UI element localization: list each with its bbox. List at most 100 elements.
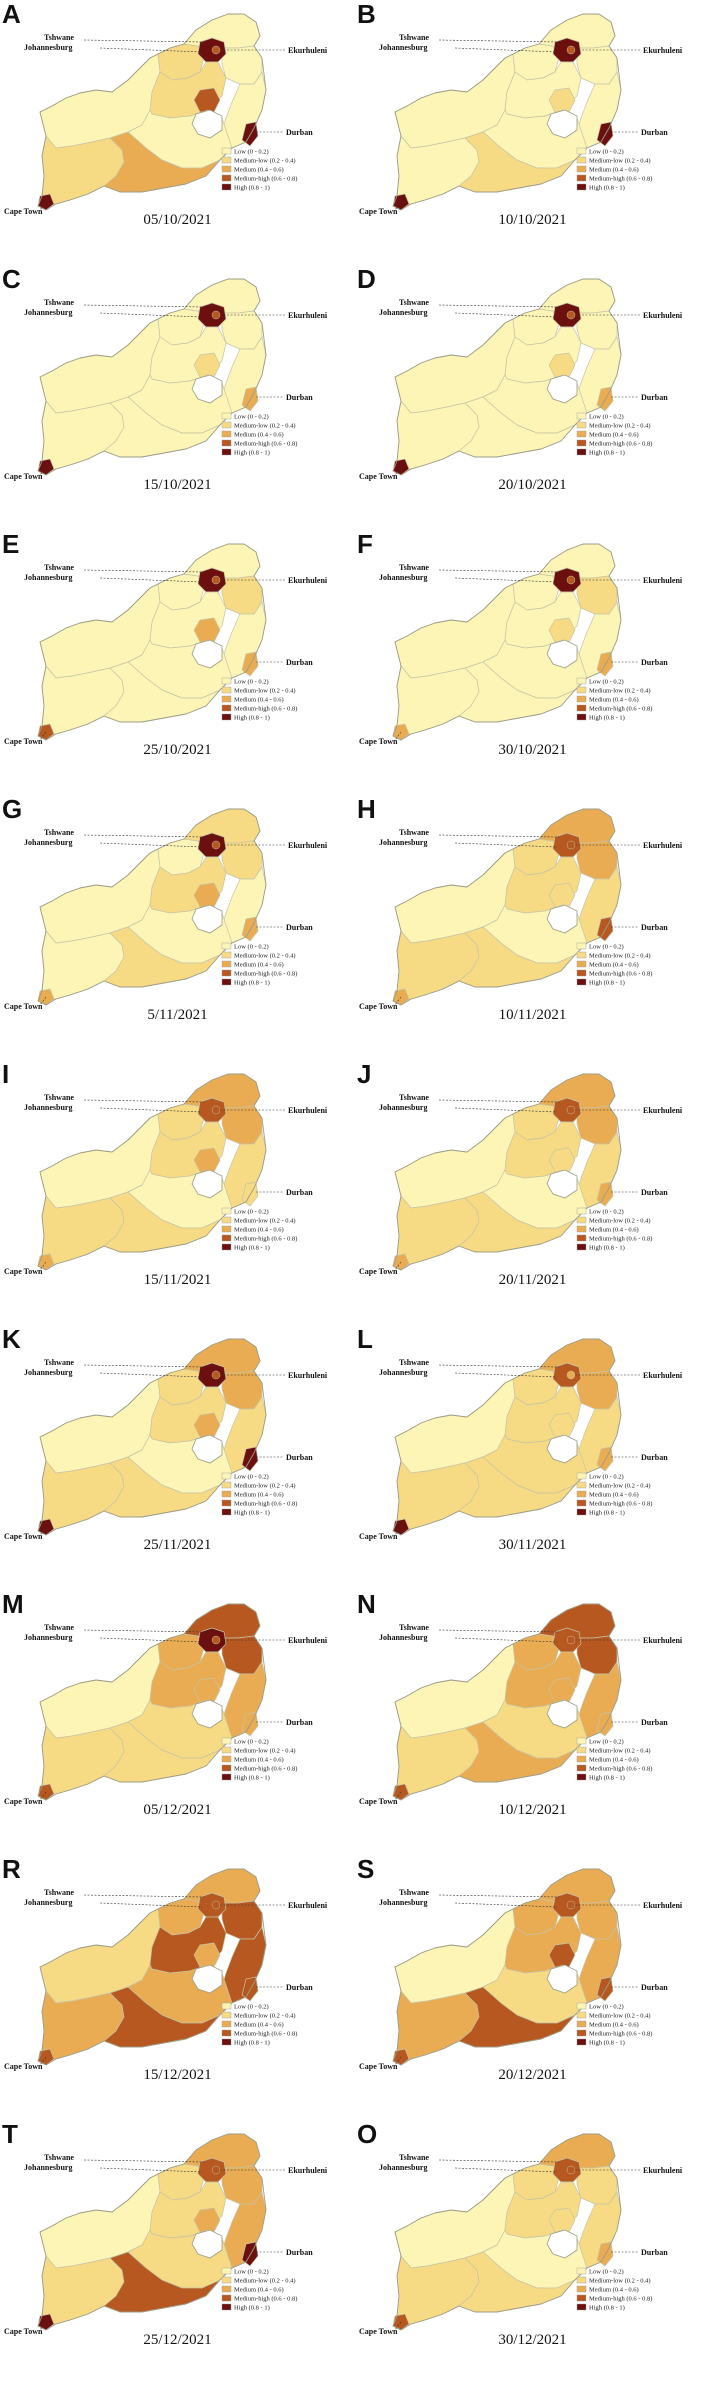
panel-letter: O (357, 2119, 378, 2149)
legend-label: Medium-low (0.2 - 0.4) (589, 1218, 651, 1225)
legend: Low (0 - 0.2) Medium-low (0.2 - 0.4) Mediu… (221, 147, 297, 192)
legend-label: Medium-low (0.2 - 0.4) (234, 158, 296, 165)
region-mpumalanga (576, 840, 618, 880)
tshwane-leader-line (83, 834, 205, 838)
legend: Low (0 - 0.2) Medium-low (0.2 - 0.4) Mediu… (576, 1472, 652, 1517)
johannesburg-label: Johannesburg (24, 1368, 72, 1377)
legend-label: Low (0 - 0.2) (589, 149, 624, 156)
legend-swatch (576, 1225, 587, 1233)
map-panel: Tshwane Johannesburg Ekurhuleni Durban Cape … (0, 1590, 355, 1828)
region-ekurhuleni (566, 1105, 576, 1115)
map-panel: Tshwane Johannesburg Ekurhuleni Durban Cape … (0, 2120, 355, 2358)
legend-swatch (576, 2011, 587, 2019)
legend-swatch (576, 686, 587, 694)
panel-letter: I (2, 1059, 10, 1089)
legend-swatch (576, 1755, 587, 1763)
region-ekurhuleni (566, 45, 576, 55)
johannesburg-label: Johannesburg (379, 1633, 427, 1642)
legend-swatch (576, 1234, 587, 1242)
legend-swatch (221, 2276, 232, 2284)
cape-town-leader-line (394, 1261, 402, 1271)
legend-swatch (576, 1508, 587, 1516)
legend-swatch (221, 1216, 232, 1224)
legend-swatch (221, 713, 232, 721)
legend: Low (0 - 0.2) Medium-low (0.2 - 0.4) Mediu… (221, 1207, 297, 1252)
durban-label: Durban (286, 1453, 313, 1462)
legend-label: Medium-high (0.6 - 0.8) (589, 2296, 652, 2303)
map-panel: Tshwane Johannesburg Ekurhuleni Durban Cape … (0, 1060, 355, 1298)
map-panel: Tshwane Johannesburg Ekurhuleni Durban Cape … (0, 1325, 355, 1563)
legend-swatch (221, 2038, 232, 2046)
legend-label: Medium-low (0.2 - 0.4) (234, 2278, 296, 2285)
legend-swatch (221, 2267, 232, 2275)
durban-label: Durban (286, 2248, 313, 2257)
legend: Low (0 - 0.2) Medium-low (0.2 - 0.4) Mediu… (576, 677, 652, 722)
legend-swatch (576, 174, 587, 182)
legend-label: High (0.8 - 1) (589, 185, 625, 192)
lesotho-hole (546, 904, 578, 934)
legend-swatch (576, 2038, 587, 2046)
tshwane-leader-line (438, 1364, 560, 1368)
legend-label: Medium (0.4 - 0.6) (234, 1757, 284, 1764)
durban-label: Durban (286, 1188, 313, 1197)
country-outline (37, 13, 267, 211)
johannesburg-leader-line (454, 1902, 558, 1908)
tshwane-leader-line (83, 1099, 205, 1103)
legend-swatch (221, 677, 232, 685)
ekurhuleni-label: Ekurhuleni (288, 2166, 328, 2175)
legend-label: Low (0 - 0.2) (234, 2004, 269, 2011)
legend-swatch (221, 1481, 232, 1489)
durban-label: Durban (286, 658, 313, 667)
legend-label: Medium-high (0.6 - 0.8) (589, 2031, 652, 2038)
panel-date: 25/11/2021 (143, 1537, 212, 1553)
country-outline (392, 1603, 622, 1801)
legend-label: Medium-high (0.6 - 0.8) (589, 706, 652, 713)
cape-town-label: Cape Town (359, 737, 398, 746)
johannesburg-leader-line (454, 2167, 558, 2173)
legend-swatch (221, 686, 232, 694)
legend-label: High (0.8 - 1) (234, 1245, 270, 1252)
tshwane-leader-line (438, 2159, 560, 2163)
cape-town-leader-line (39, 2056, 47, 2066)
johannesburg-leader-line (454, 1372, 558, 1378)
legend-label: Medium-high (0.6 - 0.8) (589, 441, 652, 448)
cape-town-label: Cape Town (4, 2327, 43, 2336)
legend-swatch (221, 1225, 232, 1233)
ekurhuleni-label: Ekurhuleni (643, 1636, 683, 1645)
panel-date: 30/11/2021 (498, 1537, 567, 1553)
legend-label: Low (0 - 0.2) (589, 1474, 624, 1481)
panel-letter: J (357, 1059, 372, 1089)
legend-label: High (0.8 - 1) (589, 450, 625, 457)
legend-label: Medium (0.4 - 0.6) (234, 1227, 284, 1234)
panel-date: 10/10/2021 (498, 212, 567, 228)
legend-label: Low (0 - 0.2) (234, 1474, 269, 1481)
cape-town-leader-line (39, 201, 47, 211)
legend-swatch (576, 942, 587, 950)
tshwane-label: Tshwane (399, 1888, 429, 1897)
legend-label: Medium-high (0.6 - 0.8) (234, 176, 297, 183)
legend-label: Medium-low (0.2 - 0.4) (589, 1483, 651, 1490)
ekurhuleni-label: Ekurhuleni (643, 2166, 683, 2175)
tshwane-leader-line (438, 304, 560, 308)
lesotho-hole (191, 109, 223, 139)
legend-swatch (221, 1234, 232, 1242)
cape-town-label: Cape Town (359, 472, 398, 481)
legend-label: Medium-low (0.2 - 0.4) (589, 2013, 651, 2020)
legend-label: High (0.8 - 1) (234, 185, 270, 192)
legend-label: Medium-high (0.6 - 0.8) (589, 1236, 652, 1243)
region-ekurhuleni (211, 310, 221, 320)
map-panel: Tshwane Johannesburg Ekurhuleni Durban Cape … (0, 795, 355, 1033)
lesotho-hole (191, 1169, 223, 1199)
durban-label: Durban (286, 393, 313, 402)
cape-town-label: Cape Town (359, 1532, 398, 1541)
ekurhuleni-label: Ekurhuleni (288, 841, 328, 850)
country-outline (37, 1073, 267, 1271)
legend-swatch (221, 1746, 232, 1754)
country-outline (392, 2133, 622, 2331)
legend-label: Medium (0.4 - 0.6) (234, 962, 284, 969)
durban-label: Durban (641, 1718, 668, 1727)
